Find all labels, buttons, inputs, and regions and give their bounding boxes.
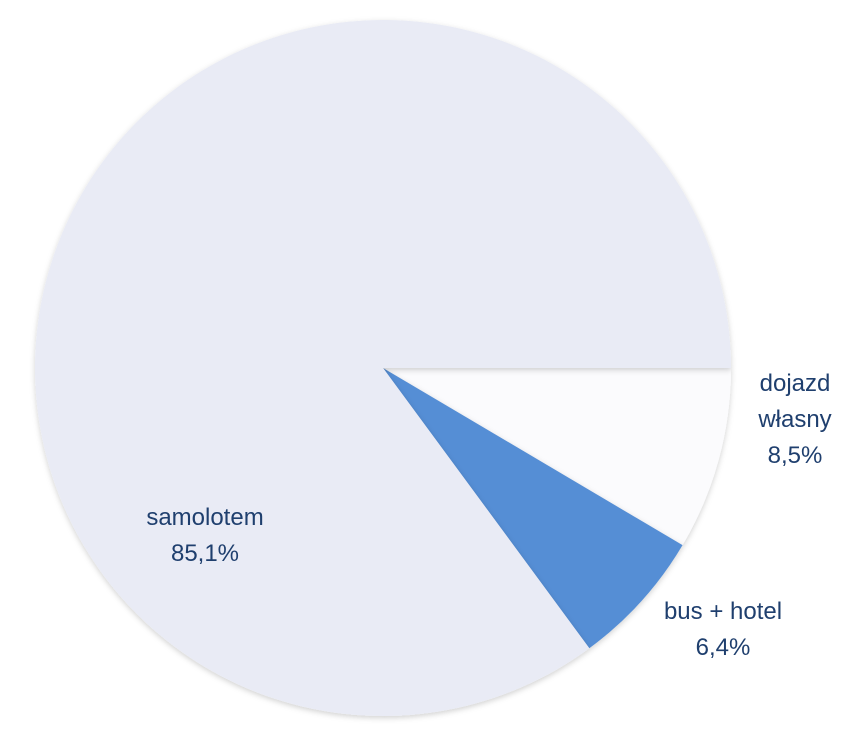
slice-label: bus + hotel 6,4% xyxy=(653,594,793,666)
pie-slice xyxy=(383,368,683,649)
label-category: bus + hotel xyxy=(663,598,783,625)
label-value: 85,1% xyxy=(170,540,240,567)
pie-slice xyxy=(383,368,731,546)
label-category: dojazd własny xyxy=(758,370,832,433)
label-value: 8,5% xyxy=(767,442,823,469)
slice-label: dojazd własny 8,5% xyxy=(725,366,847,474)
label-value: 6,4% xyxy=(695,634,751,661)
slice-label: samolotem 85,1% xyxy=(135,500,275,572)
pie-slice xyxy=(34,20,731,717)
label-category: samolotem xyxy=(146,504,264,531)
